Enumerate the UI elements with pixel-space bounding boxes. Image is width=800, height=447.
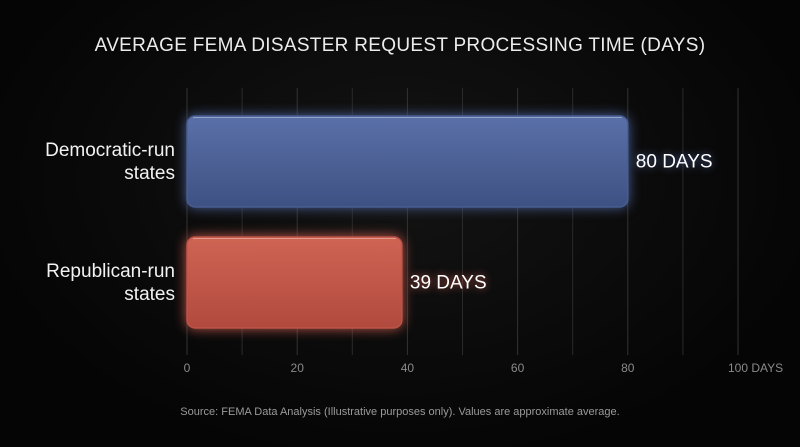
value-label: 80 DAYS: [636, 152, 713, 173]
source-note: Source: FEMA Data Analysis (Illustrative…: [180, 406, 619, 418]
bar: [186, 115, 629, 208]
category-label: Republican-run states: [46, 260, 175, 305]
x-tick-label: 20: [291, 361, 305, 375]
x-tick-label: 60: [511, 361, 525, 375]
chart-title: AVERAGE FEMA DISASTER REQUEST PROCESSING…: [95, 35, 706, 56]
value-label: 39 DAYS: [410, 273, 487, 294]
category-label: Democratic-run states: [45, 139, 175, 184]
x-tick-label: 40: [401, 361, 415, 375]
x-tick-label: 80: [621, 361, 635, 375]
x-tick-label: 0: [184, 361, 191, 375]
bar: [186, 236, 403, 329]
x-tick-label: 100 DAYS: [728, 361, 783, 375]
